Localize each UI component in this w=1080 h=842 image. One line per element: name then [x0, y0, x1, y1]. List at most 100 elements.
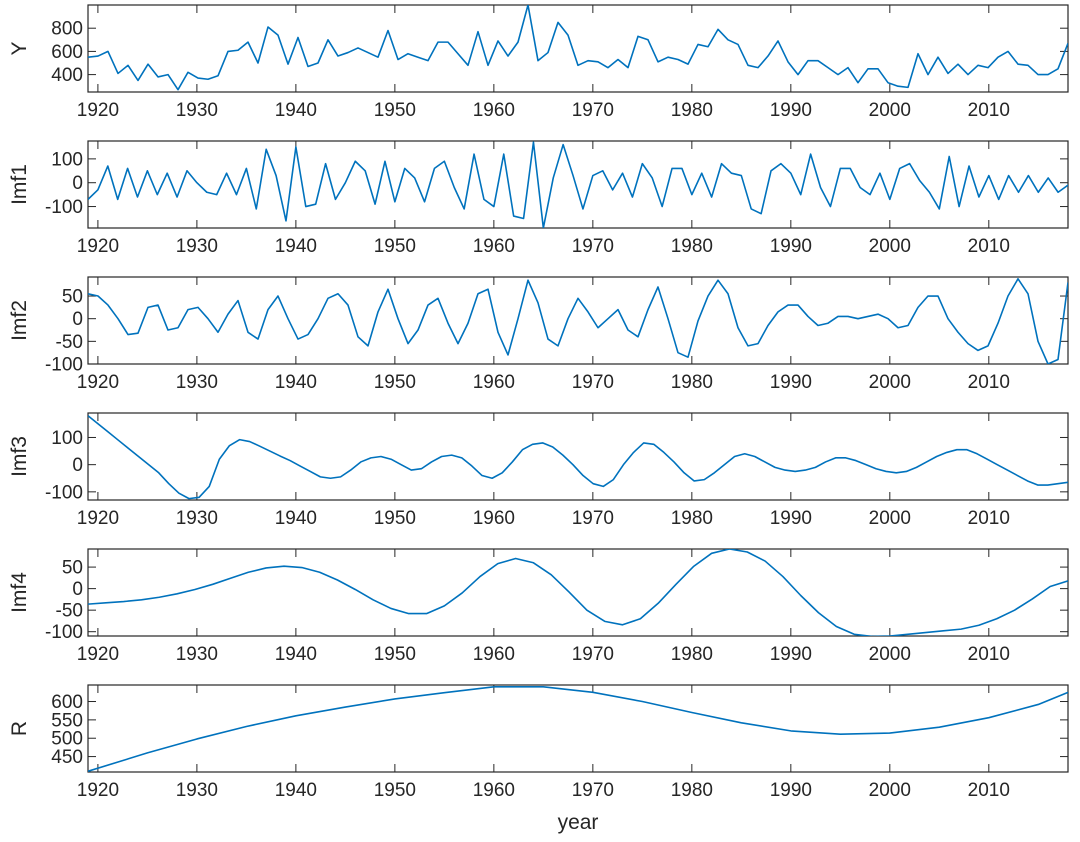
panel-2-ytick-label: 50	[62, 287, 83, 308]
panel-3-xtick-label: 1950	[374, 508, 416, 529]
panel-5-xtick-label: 2000	[869, 780, 911, 801]
panel-4-ylabel: Imf4	[8, 572, 31, 613]
panel-1-ylabel: Imf1	[8, 164, 31, 205]
panel-0: 1920 1930 1940 1950 1960 1970 1980 1990 2000 2010…	[8, 4, 1069, 121]
panel-4-ytick-label: -100	[45, 622, 83, 643]
panel-1-xtick-label: 1980	[671, 236, 713, 257]
panel-2-xtick-label: 1950	[374, 372, 416, 393]
xlabel: year	[558, 811, 599, 834]
panel-1-ytick-label: -100	[45, 197, 83, 218]
panel-1-series-line	[88, 141, 1068, 228]
panel-4-axes-box	[87, 548, 1069, 637]
panel-1-xtick-label: 2000	[869, 236, 911, 257]
panel-3-series-line	[88, 415, 1068, 500]
panel-2-ytick-label: 0	[72, 309, 83, 330]
panel-2-ytick-label: -100	[45, 355, 83, 376]
panel-1: 1920 1930 1940 1950 1960 1970 1980 1990 2000 2010…	[8, 140, 1069, 257]
panel-4-ytick-label: 0	[72, 579, 83, 600]
panel-3-xtick-label: 1960	[473, 508, 515, 529]
panel-4-xtick-label: 1980	[671, 644, 713, 665]
panel-1-ytick-label: 0	[72, 173, 83, 194]
panel-2-xtick-label: 2000	[869, 372, 911, 393]
panel-0-xtick-label: 1930	[176, 100, 218, 121]
panel-3-ytick-label: 100	[51, 428, 83, 449]
panel-3-xtick-label: 1920	[77, 508, 119, 529]
panel-2-xtick-label: 2010	[968, 372, 1010, 393]
panel-1-xtick-label: 1960	[473, 236, 515, 257]
panel-1-xtick-label: 1950	[374, 236, 416, 257]
panel-5-xtick-label: 2010	[968, 780, 1010, 801]
panel-2-xtick-label: 1970	[572, 372, 614, 393]
panel-5-series-line	[88, 686, 1068, 772]
panel-4-xtick-label: 2000	[869, 644, 911, 665]
panel-0-ytick-label: 600	[51, 42, 83, 63]
panel-0-xtick-label: 1920	[77, 100, 119, 121]
panel-4-xtick-label: 1970	[572, 644, 614, 665]
panel-3-ytick-label: -100	[45, 482, 83, 503]
panel-2-xtick-label: 1980	[671, 372, 713, 393]
panel-2-xtick-label: 1930	[176, 372, 218, 393]
panel-5-ytick-label: 550	[51, 710, 83, 731]
panel-4-xtick-label: 1990	[770, 644, 812, 665]
panel-2-ylabel: Imf2	[8, 300, 31, 341]
panel-0-xtick-label: 1990	[770, 100, 812, 121]
panel-0-xtick-label: 1970	[572, 100, 614, 121]
panel-5: 1920 1930 1940 1950 1960 1970 1980 1990 2000 2010…	[8, 684, 1069, 834]
panel-5-xtick-label: 1980	[671, 780, 713, 801]
panel-3-xtick-label: 1990	[770, 508, 812, 529]
panel-2-ytick-label: -50	[56, 332, 83, 353]
panel-2-series-line	[88, 278, 1068, 364]
panel-1-xtick-label: 1930	[176, 236, 218, 257]
panel-1-xtick-label: 1990	[770, 236, 812, 257]
panel-2-xtick-label: 1920	[77, 372, 119, 393]
panel-4-xtick-label: 1940	[275, 644, 317, 665]
panel-3-xtick-label: 1980	[671, 508, 713, 529]
panel-4-ytick-label: -50	[56, 601, 83, 622]
panel-4-xtick-label: 1950	[374, 644, 416, 665]
panel-2-axes-box	[87, 276, 1069, 365]
panel-0-xtick-label: 1950	[374, 100, 416, 121]
panel-4-series-line	[88, 549, 1068, 636]
panel-5-xtick-label: 1990	[770, 780, 812, 801]
panel-1-ytick-label: 100	[51, 149, 83, 170]
panel-1-axes-box	[87, 140, 1069, 229]
panel-3: 1920 1930 1940 1950 1960 1970 1980 1990 2000 2010…	[8, 412, 1069, 529]
panel-5-xtick-label: 1960	[473, 780, 515, 801]
panel-3-ytick-label: 0	[72, 455, 83, 476]
panel-0-ylabel: Y	[8, 41, 31, 55]
panel-5-xtick-label: 1970	[572, 780, 614, 801]
panel-1-xtick-label: 1940	[275, 236, 317, 257]
panel-3-xtick-label: 1940	[275, 508, 317, 529]
panel-2-xtick-label: 1960	[473, 372, 515, 393]
panel-3-ylabel: Imf3	[8, 436, 31, 477]
panel-5-xtick-label: 1930	[176, 780, 218, 801]
panel-4-xtick-label: 1920	[77, 644, 119, 665]
panel-0-axes-box	[87, 4, 1069, 93]
panel-3-xtick-label: 2010	[968, 508, 1010, 529]
panel-5-axes-box	[87, 684, 1069, 773]
panel-0-xtick-label: 2000	[869, 100, 911, 121]
panel-5-xtick-label: 1950	[374, 780, 416, 801]
panel-3-xtick-label: 1930	[176, 508, 218, 529]
panel-1-xtick-label: 2010	[968, 236, 1010, 257]
panel-5-ytick-label: 500	[51, 729, 83, 750]
panel-5-xtick-label: 1940	[275, 780, 317, 801]
panel-2-xtick-label: 1990	[770, 372, 812, 393]
panel-5-xtick-label: 1920	[77, 780, 119, 801]
panel-2: 1920 1930 1940 1950 1960 1970 1980 1990 2000 2010…	[8, 276, 1069, 393]
panel-5-ytick-label: 600	[51, 692, 83, 713]
panel-0-ytick-label: 400	[51, 65, 83, 86]
panel-4-xtick-label: 1930	[176, 644, 218, 665]
panel-1-xtick-label: 1970	[572, 236, 614, 257]
panel-3-xtick-label: 1970	[572, 508, 614, 529]
panel-5-ylabel: R	[8, 721, 31, 736]
panel-0-xtick-label: 1980	[671, 100, 713, 121]
panel-5-ytick-label: 450	[51, 747, 83, 768]
panel-4-xtick-label: 2010	[968, 644, 1010, 665]
panel-0-ytick-label: 800	[51, 19, 83, 40]
panel-4: 1920 1930 1940 1950 1960 1970 1980 1990 2000 2010…	[8, 548, 1069, 665]
panel-3-axes-box	[87, 412, 1069, 501]
panel-2-xtick-label: 1940	[275, 372, 317, 393]
